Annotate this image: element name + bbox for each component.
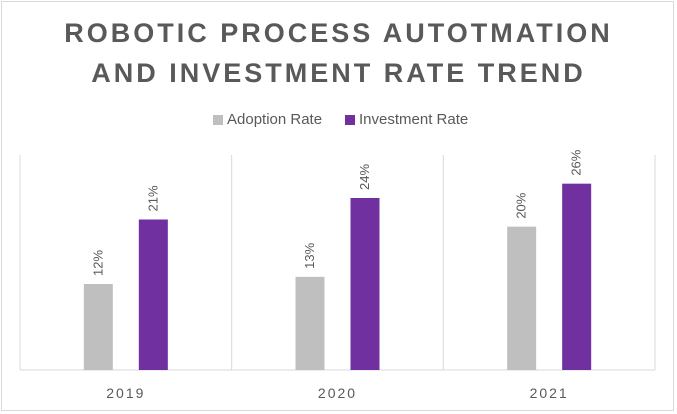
chart-title-line-2: AND INVESTMENT RATE TREND: [91, 58, 586, 88]
bar-investment-rate-2021: [562, 183, 592, 370]
data-label-adoption-rate-2019: 12%: [90, 250, 105, 276]
data-label-adoption-rate-2021: 20%: [514, 192, 529, 218]
chart-legend: Adoption Rate Investment Rate: [0, 110, 677, 130]
bar-investment-rate-2020: [350, 198, 380, 370]
bar-adoption-rate-2019: [83, 284, 113, 370]
data-label-investment-rate-2021: 26%: [569, 149, 584, 175]
data-label-investment-rate-2020: 24%: [357, 164, 372, 190]
data-label-investment-rate-2019: 21%: [145, 185, 160, 211]
chart-title-line-1: ROBOTIC PROCESS AUTOTMATION: [64, 18, 613, 48]
bar-adoption-rate-2021: [507, 226, 537, 370]
bar-adoption-rate-2020: [295, 276, 325, 370]
legend-swatch-adoption-rate: [213, 115, 223, 125]
x-tick-label-2019: 2019: [106, 385, 145, 401]
legend-swatch-investment-rate: [345, 115, 355, 125]
data-label-adoption-rate-2020: 13%: [302, 242, 317, 268]
legend-label-investment-rate: Investment Rate: [359, 111, 469, 128]
x-tick-label-2020: 2020: [318, 385, 357, 401]
x-tick-label-2021: 2021: [530, 385, 569, 401]
bar-investment-rate-2019: [138, 219, 168, 370]
legend-label-adoption-rate: Adoption Rate: [227, 111, 323, 128]
